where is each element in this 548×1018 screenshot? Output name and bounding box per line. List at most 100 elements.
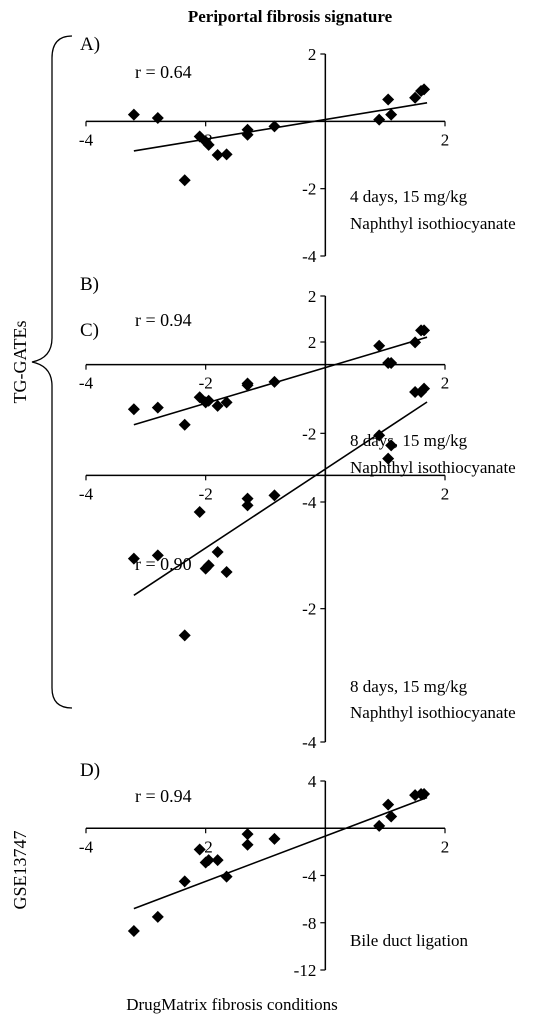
- y-tick-label: -2: [302, 424, 316, 443]
- y-tick-label: -2: [302, 180, 316, 199]
- correlation-label-4: r = 0.94: [135, 786, 192, 806]
- data-point-4: [211, 854, 224, 867]
- y-tick-label: -4: [302, 493, 317, 512]
- x-axis-label: DrugMatrix fibrosis conditions: [126, 995, 338, 1014]
- y-tick-label: -8: [302, 914, 316, 933]
- x-tick-label: -2: [199, 374, 213, 393]
- data-point-1: [382, 93, 395, 106]
- data-point-1: [409, 91, 422, 104]
- x-tick-label: 2: [441, 374, 450, 393]
- data-point-2: [151, 401, 164, 414]
- data-point-2: [373, 339, 386, 352]
- data-point-3: [151, 549, 164, 562]
- correlation-label-3: r = 0.90: [135, 554, 192, 574]
- x-tick-label: 2: [441, 484, 450, 503]
- x-tick-label: 2: [441, 837, 450, 856]
- x-tick-label: -4: [79, 837, 94, 856]
- data-point-4: [241, 828, 254, 841]
- x-tick-label: -4: [79, 130, 94, 149]
- data-point-2: [268, 375, 281, 388]
- data-point-2: [418, 324, 431, 337]
- group-label-gse13747: GSE13747: [10, 830, 30, 909]
- x-tick-label: -2: [199, 484, 213, 503]
- data-point-2: [382, 356, 395, 369]
- data-point-1: [418, 83, 431, 96]
- panel-label-4: D): [80, 760, 100, 781]
- data-point-1: [385, 108, 398, 121]
- y-tick-label: 2: [308, 333, 317, 352]
- trend-line-4: [133, 796, 428, 910]
- condition-label-1: Naphthyl isothiocyanate: [350, 214, 516, 233]
- y-tick-label: -12: [294, 961, 317, 980]
- data-point-1: [178, 174, 191, 187]
- data-point-3: [178, 629, 191, 642]
- panel-label-3: C): [80, 320, 99, 341]
- data-point-2: [220, 396, 233, 409]
- y-tick-label: -2: [302, 600, 316, 619]
- data-point-3: [382, 452, 395, 465]
- data-point-4: [178, 875, 191, 888]
- y-tick-label: -4: [302, 247, 317, 266]
- y-tick-label: -4: [302, 733, 317, 752]
- y-tick-label: -4: [302, 867, 317, 886]
- data-point-4: [382, 798, 395, 811]
- data-point-2: [127, 403, 140, 416]
- data-point-3: [211, 546, 224, 558]
- y-tick-label: 2: [308, 45, 317, 64]
- data-point-3: [268, 489, 281, 502]
- data-point-3: [193, 506, 206, 518]
- data-point-3: [385, 439, 398, 452]
- trend-line-3: [133, 401, 428, 597]
- data-point-4: [193, 843, 206, 856]
- data-point-2: [202, 394, 215, 407]
- data-point-1: [241, 123, 254, 136]
- data-point-1: [220, 148, 233, 161]
- x-tick-label: -4: [79, 374, 94, 393]
- correlation-label-1: r = 0.64: [135, 62, 192, 82]
- condition-label-3: Naphthyl isothiocyanate: [350, 703, 516, 722]
- data-point-4: [127, 925, 140, 938]
- data-point-1: [268, 120, 281, 133]
- condition-label-3: 8 days, 15 mg/kg: [350, 677, 468, 696]
- data-point-3: [241, 499, 254, 512]
- condition-label-2: Naphthyl isothiocyanate: [350, 458, 516, 477]
- trend-line-1: [133, 102, 428, 152]
- data-point-4: [418, 787, 431, 800]
- data-point-2: [178, 418, 191, 431]
- data-point-4: [241, 838, 254, 851]
- data-point-1: [127, 108, 140, 121]
- x-tick-label: -4: [79, 484, 94, 503]
- data-point-1: [202, 138, 215, 151]
- panel-label-1: A): [80, 34, 100, 55]
- data-point-2: [241, 377, 254, 390]
- figure-title: Periportal fibrosis signature: [188, 7, 393, 26]
- group-label-tg-gates: TG-GATEs: [10, 321, 30, 404]
- data-point-1: [211, 149, 224, 161]
- data-point-3: [418, 382, 431, 395]
- data-point-3: [202, 559, 215, 572]
- tg-gates-brace: [31, 35, 73, 709]
- data-point-1: [373, 113, 386, 126]
- trend-line-2: [133, 336, 428, 426]
- data-point-2: [409, 336, 422, 349]
- data-point-4: [373, 819, 386, 832]
- data-point-3: [241, 492, 254, 505]
- data-point-4: [385, 810, 398, 823]
- correlation-label-2: r = 0.94: [135, 310, 192, 330]
- y-tick-label: 4: [308, 772, 317, 791]
- panels: -4 -2 2 2 -2 -4 A) r = 0.64 4 days, 15 mg/kg Naph…: [79, 34, 516, 980]
- y-tick-label: 2: [308, 287, 317, 306]
- data-point-3: [220, 566, 233, 578]
- condition-label-1: 4 days, 15 mg/kg: [350, 187, 468, 206]
- data-point-4: [202, 854, 215, 867]
- x-tick-label: 2: [441, 130, 450, 149]
- data-point-4: [268, 832, 281, 845]
- condition-label-4: Bile duct ligation: [350, 931, 469, 950]
- data-point-4: [151, 910, 164, 923]
- data-point-4: [220, 870, 233, 883]
- data-point-1: [151, 111, 164, 124]
- panel-label-2: B): [80, 274, 99, 295]
- data-point-3: [127, 552, 140, 565]
- data-point-3: [373, 429, 386, 442]
